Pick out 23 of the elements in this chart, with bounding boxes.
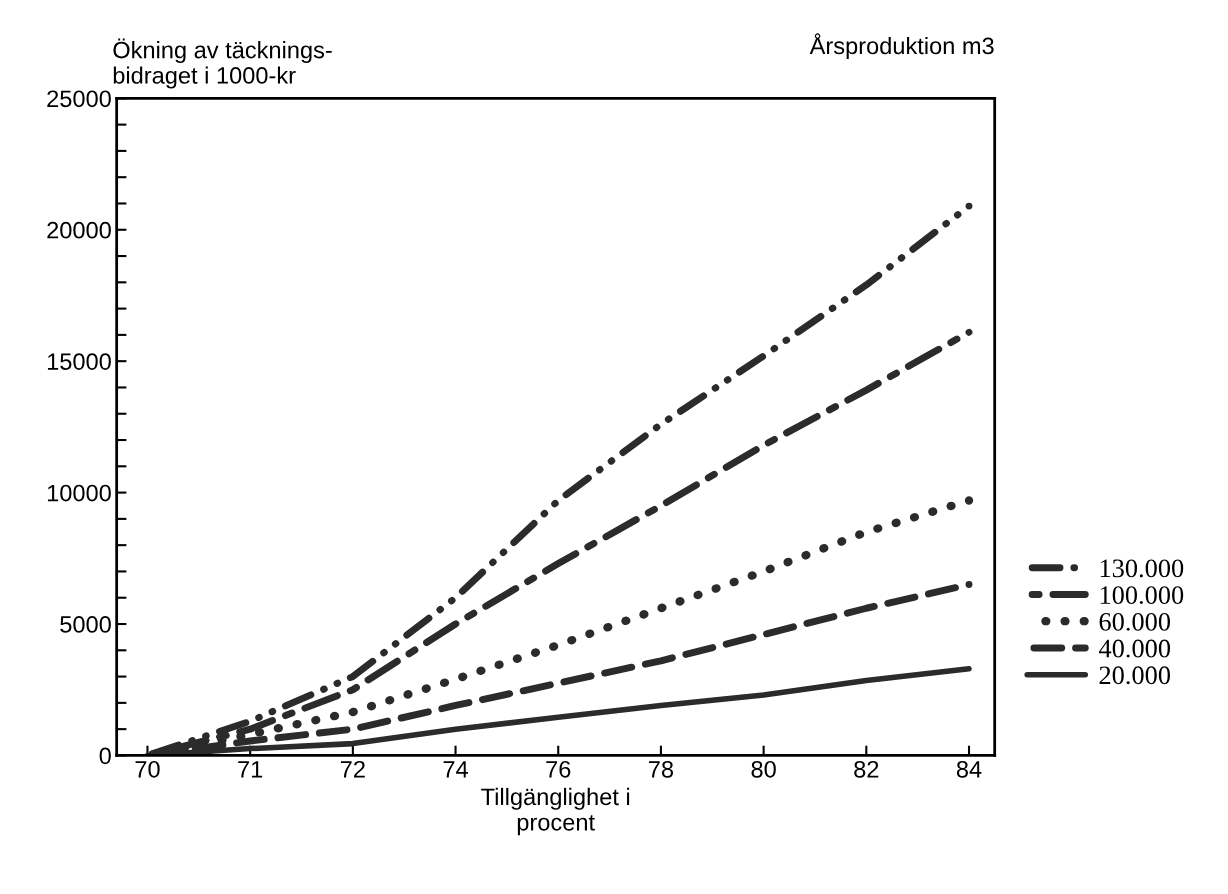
y-tick-label: 15000 — [47, 353, 111, 370]
x-tick-label: 72 — [340, 760, 365, 778]
legend-label: 100.000 — [1100, 586, 1184, 605]
x-tick-label: 82 — [854, 760, 879, 778]
x-tick-label: 84 — [956, 760, 982, 778]
y-tick-label: 5000 — [60, 616, 111, 633]
x-tick-label: 80 — [751, 760, 776, 778]
legend-label: 40.000 — [1098, 639, 1171, 658]
x-tick-label: 70 — [135, 760, 160, 778]
y-tick-label: 25000 — [47, 90, 111, 108]
y-tick-label: 10000 — [47, 484, 111, 502]
legend-title: Årsproduktion m3 — [809, 33, 994, 59]
legend-label: 130.000 — [1100, 559, 1184, 578]
y-axis-title: Ökning av täcknings- bidraget i 1000-kr — [113, 38, 332, 89]
legend-label: 60.000 — [1099, 612, 1171, 631]
x-tick-label: 78 — [649, 760, 674, 778]
y-tick-label: 0 — [99, 747, 111, 765]
y-tick-label: 20000 — [47, 221, 111, 239]
legend-label: 20.000 — [1099, 666, 1171, 685]
x-axis-title: Tillgänglighet i procent — [481, 787, 630, 836]
x-tick-label: 74 — [443, 761, 468, 778]
x-tick-label: 76 — [546, 760, 571, 778]
x-tick-label: 71 — [238, 761, 263, 778]
